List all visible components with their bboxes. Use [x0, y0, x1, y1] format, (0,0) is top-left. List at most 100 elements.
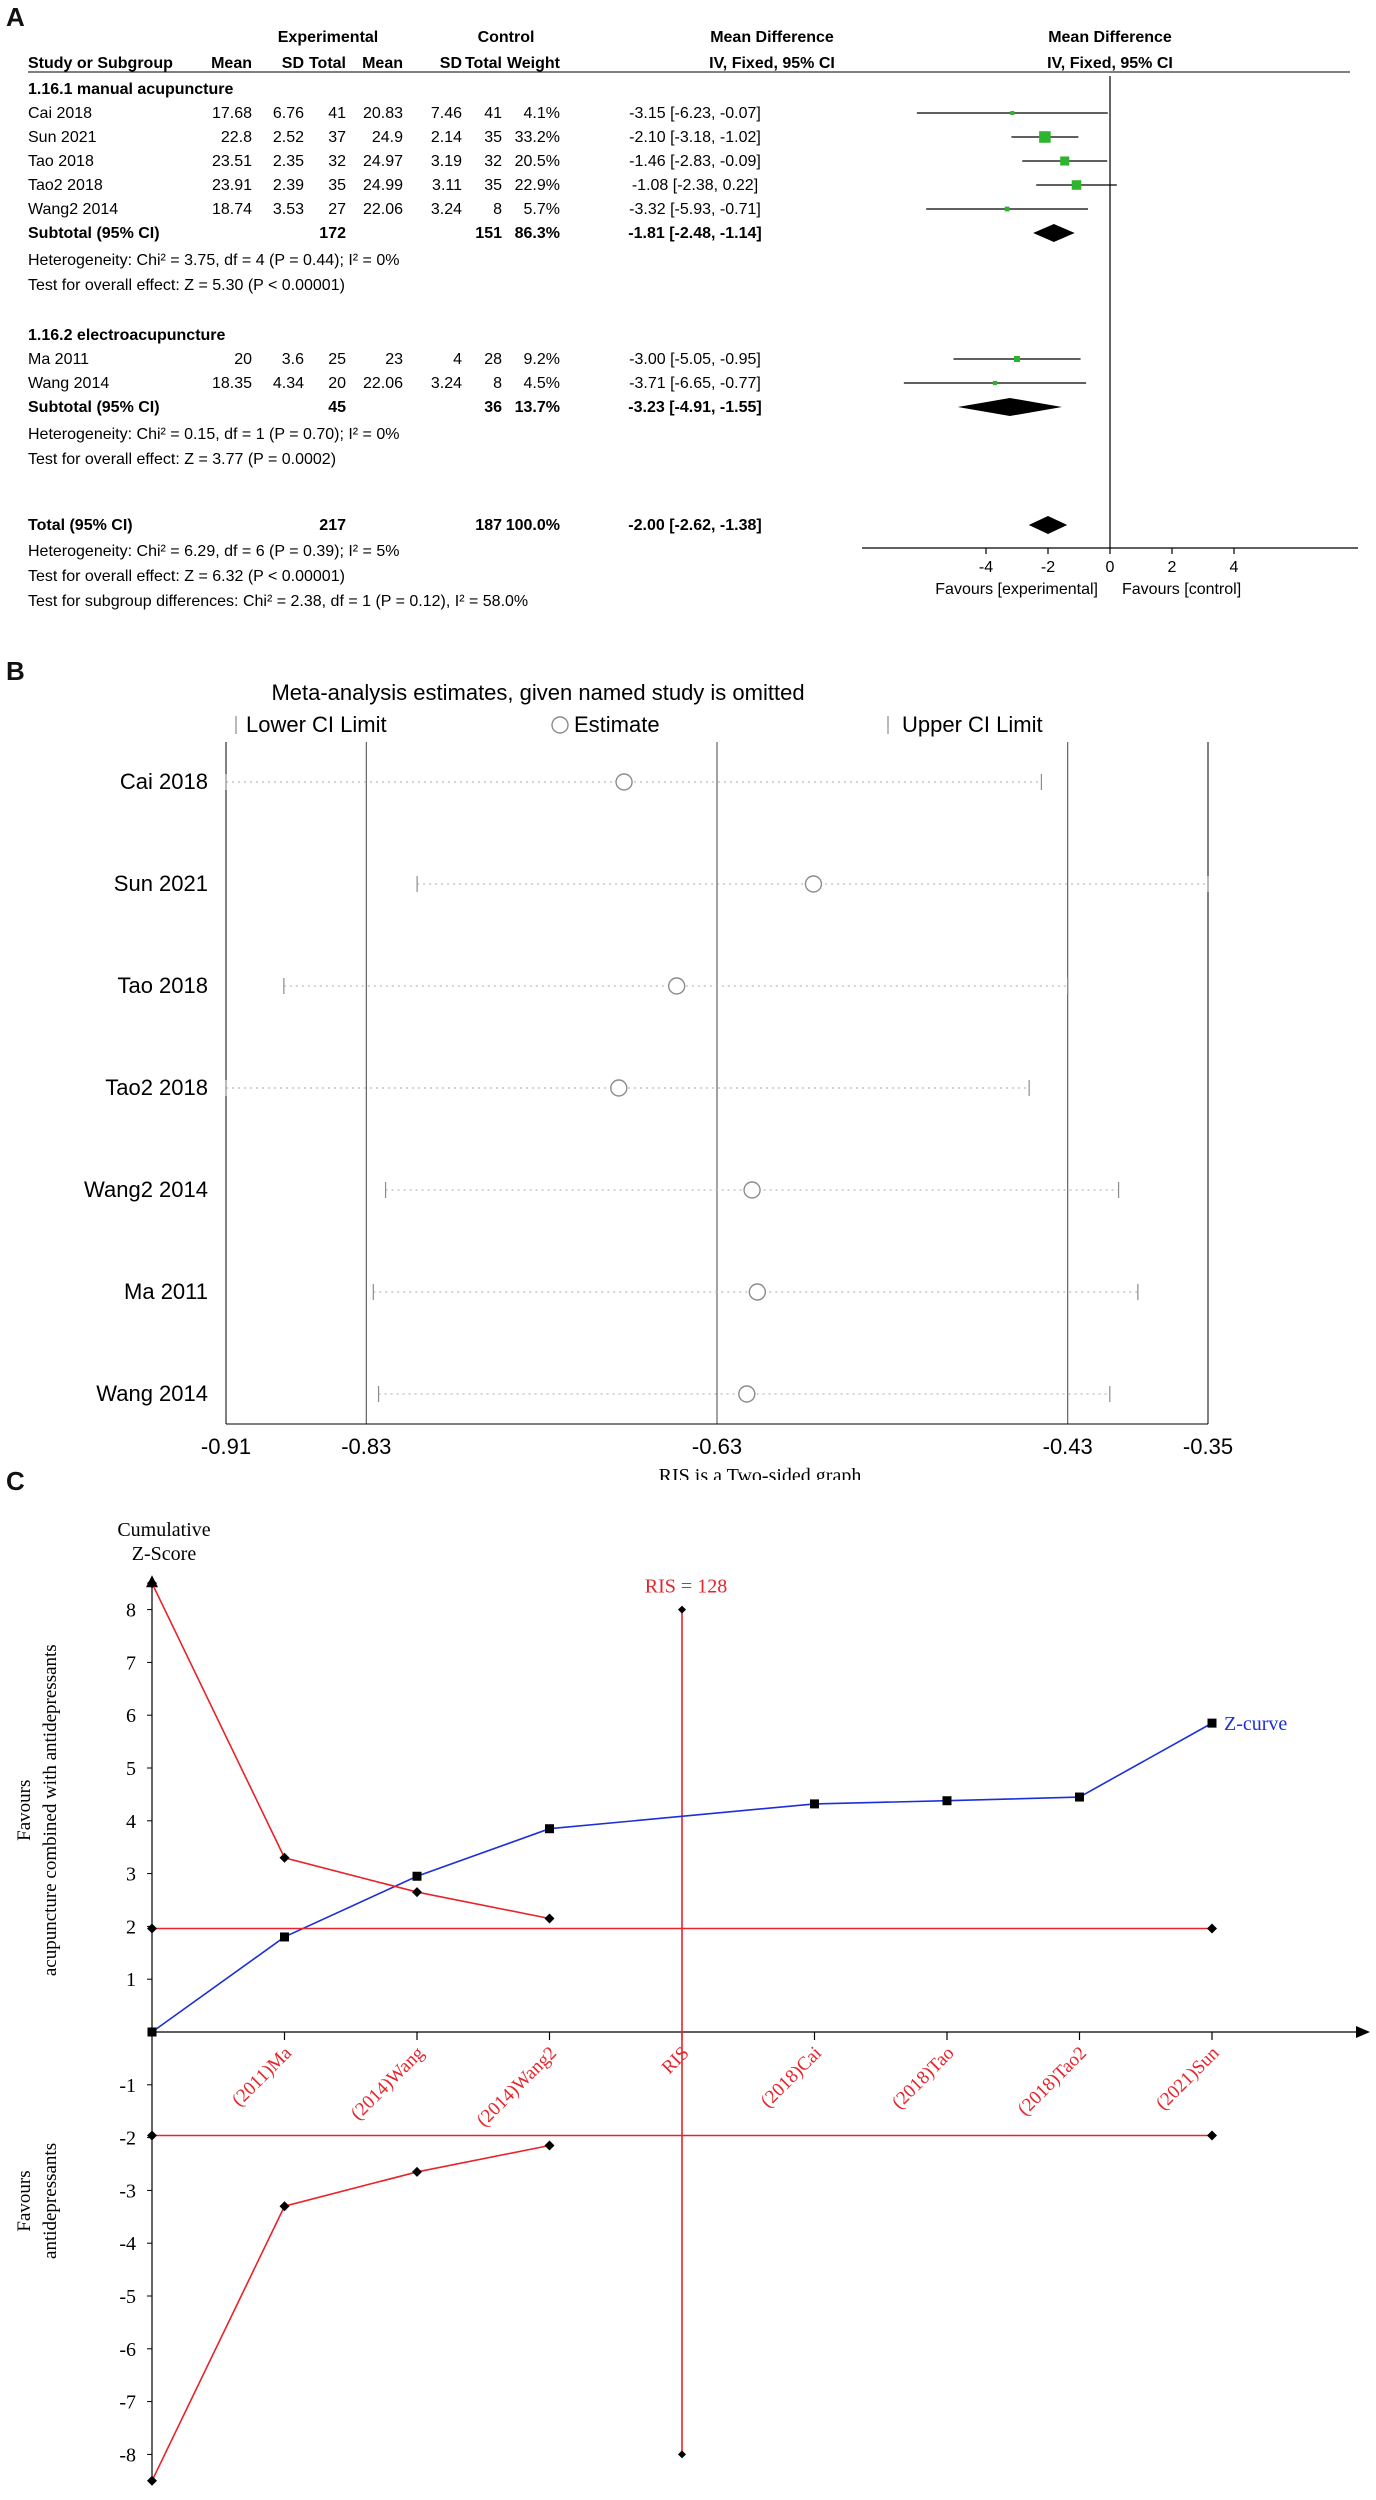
pooled-diamond — [1033, 224, 1075, 242]
x-tick-label: 0 — [1106, 559, 1115, 576]
sensitivity-plot-panel: Meta-analysis estimates, given named stu… — [84, 680, 1233, 1480]
study-name: Tao2 2018 — [28, 177, 103, 194]
cell-et: 217 — [319, 517, 346, 534]
cell-ci: -2.10 [-3.18, -1.02] — [629, 129, 761, 146]
cell-ct: 187 — [475, 517, 502, 534]
heterogeneity-text: Heterogeneity: Chi² = 0.15, df = 1 (P = … — [28, 426, 399, 443]
z-curve-point — [1207, 1718, 1217, 1728]
header-total: Total — [309, 55, 346, 72]
cell-ct: 35 — [484, 177, 502, 194]
cell-esd: 3.6 — [282, 351, 304, 368]
overall-effect-text: Test for overall effect: Z = 5.30 (P < 0… — [28, 277, 345, 294]
cell-em: 20 — [234, 351, 252, 368]
x-tick-label: -0.63 — [692, 1434, 742, 1459]
cell-esd: 4.34 — [273, 375, 304, 392]
y-tick-label: 8 — [126, 1600, 136, 1622]
y-tick-label: -6 — [119, 2339, 136, 2361]
cell-weight: 33.2% — [515, 129, 560, 146]
effect-square — [1010, 110, 1015, 116]
study-label: Wang 2014 — [96, 1381, 208, 1406]
x-category-label: (2018)Tao — [888, 2043, 959, 2114]
cell-et: 35 — [328, 177, 346, 194]
boundary-point — [1207, 2130, 1217, 2141]
cell-cm: 24.9 — [372, 129, 403, 146]
cell-et: 45 — [328, 399, 346, 416]
study-name: Wang 2014 — [28, 375, 109, 392]
panel-label-a: A — [6, 2, 25, 32]
effect-square — [1013, 355, 1021, 363]
study-label: Tao 2018 — [117, 973, 208, 998]
x-axis-arrow — [1356, 2026, 1370, 2038]
cell-et: 32 — [328, 153, 346, 170]
cell-esd: 2.35 — [273, 153, 304, 170]
y-tick-label: -7 — [119, 2392, 136, 2414]
estimate-point — [748, 1283, 767, 1301]
boundary-point — [412, 2166, 422, 2177]
y-tick-label: -4 — [119, 2233, 136, 2255]
cell-weight: 4.1% — [524, 105, 560, 122]
x-tick-label: -0.35 — [1183, 1434, 1233, 1459]
x-tick-label: -0.43 — [1043, 1434, 1093, 1459]
cell-weight: 22.9% — [515, 177, 560, 194]
total-overall-effect: Test for overall effect: Z = 6.32 (P < 0… — [28, 568, 345, 585]
study-name: Subtotal (95% CI) — [28, 399, 160, 416]
panel-label-c: C — [6, 1466, 25, 1496]
cell-et: 41 — [328, 105, 346, 122]
z-curve-point — [1075, 1792, 1084, 1802]
x-category-label: (2011)Ma — [228, 2042, 296, 2110]
y-axis-label-bottom: Z-Score — [132, 1543, 197, 1565]
x-category-label: RIS — [658, 2043, 694, 2079]
cell-csd: 7.46 — [431, 105, 462, 122]
cell-et: 27 — [328, 201, 346, 218]
panel-label-b: B — [6, 656, 25, 686]
estimate-point — [667, 977, 686, 995]
header-md-right-sub: IV, Fixed, 95% CI — [1047, 55, 1173, 72]
boundary-point — [279, 2201, 290, 2212]
y-tick-label: -3 — [119, 2180, 136, 2202]
series-line — [151, 2144, 550, 2482]
forest-plot-panel: Experimental Control Mean Difference Mean D… — [28, 29, 1358, 610]
estimate-point — [804, 875, 823, 893]
header-md-right: Mean Difference — [1048, 29, 1172, 46]
study-label: Ma 2011 — [124, 1279, 208, 1304]
study-name: Wang2 2014 — [28, 201, 118, 218]
boundary-point — [544, 2140, 555, 2151]
cell-ct: 35 — [484, 129, 502, 146]
cell-ci: -3.32 [-5.93, -0.71] — [629, 201, 761, 218]
study-name: Sun 2021 — [28, 129, 97, 146]
study-name: Total (95% CI) — [28, 517, 133, 534]
boundary-point — [279, 1852, 290, 1863]
boundary-point — [147, 1578, 157, 1589]
cell-csd: 3.19 — [431, 153, 462, 170]
y-tick-label: 2 — [126, 1916, 136, 1938]
ris-bottom-marker — [678, 2450, 686, 2459]
cell-ci: -1.81 [-2.48, -1.14] — [628, 225, 761, 242]
cell-esd: 3.53 — [273, 201, 304, 218]
estimate-point — [743, 1181, 761, 1199]
z-curve-point — [942, 1796, 952, 1806]
cell-ct: 36 — [484, 399, 502, 416]
cell-ci: -3.71 [-6.65, -0.77] — [629, 375, 761, 392]
subgroup-differences: Test for subgroup differences: Chi² = 2.… — [28, 593, 528, 610]
pooled-diamond — [957, 398, 1062, 416]
cell-weight: 9.2% — [524, 351, 560, 368]
y-axis-label-top: Cumulative — [117, 1519, 210, 1541]
header-study: Study or Subgroup — [28, 55, 173, 72]
ris-top-marker — [678, 1605, 686, 1614]
boundary-point — [412, 1887, 422, 1898]
cell-et: 172 — [319, 225, 346, 242]
cell-cm: 24.99 — [363, 177, 403, 194]
legend-estimate: Estimate — [574, 712, 660, 737]
header-total: Total — [465, 55, 502, 72]
y-tick-label: 7 — [126, 1652, 136, 1674]
z-curve-point — [810, 1799, 819, 1809]
x-tick-label: -2 — [1041, 559, 1055, 576]
cell-ct: 32 — [484, 153, 502, 170]
title: Meta-analysis estimates, given named stu… — [271, 680, 804, 705]
z-curve-point — [147, 2027, 157, 2037]
cell-ci: -1.08 [-2.38, 0.22] — [632, 177, 758, 194]
legend-estimate-mark — [551, 716, 569, 734]
boundary-point — [147, 2130, 157, 2141]
subgroup-title: 1.16.1 manual acupuncture — [28, 81, 234, 98]
cell-cm: 24.97 — [363, 153, 403, 170]
